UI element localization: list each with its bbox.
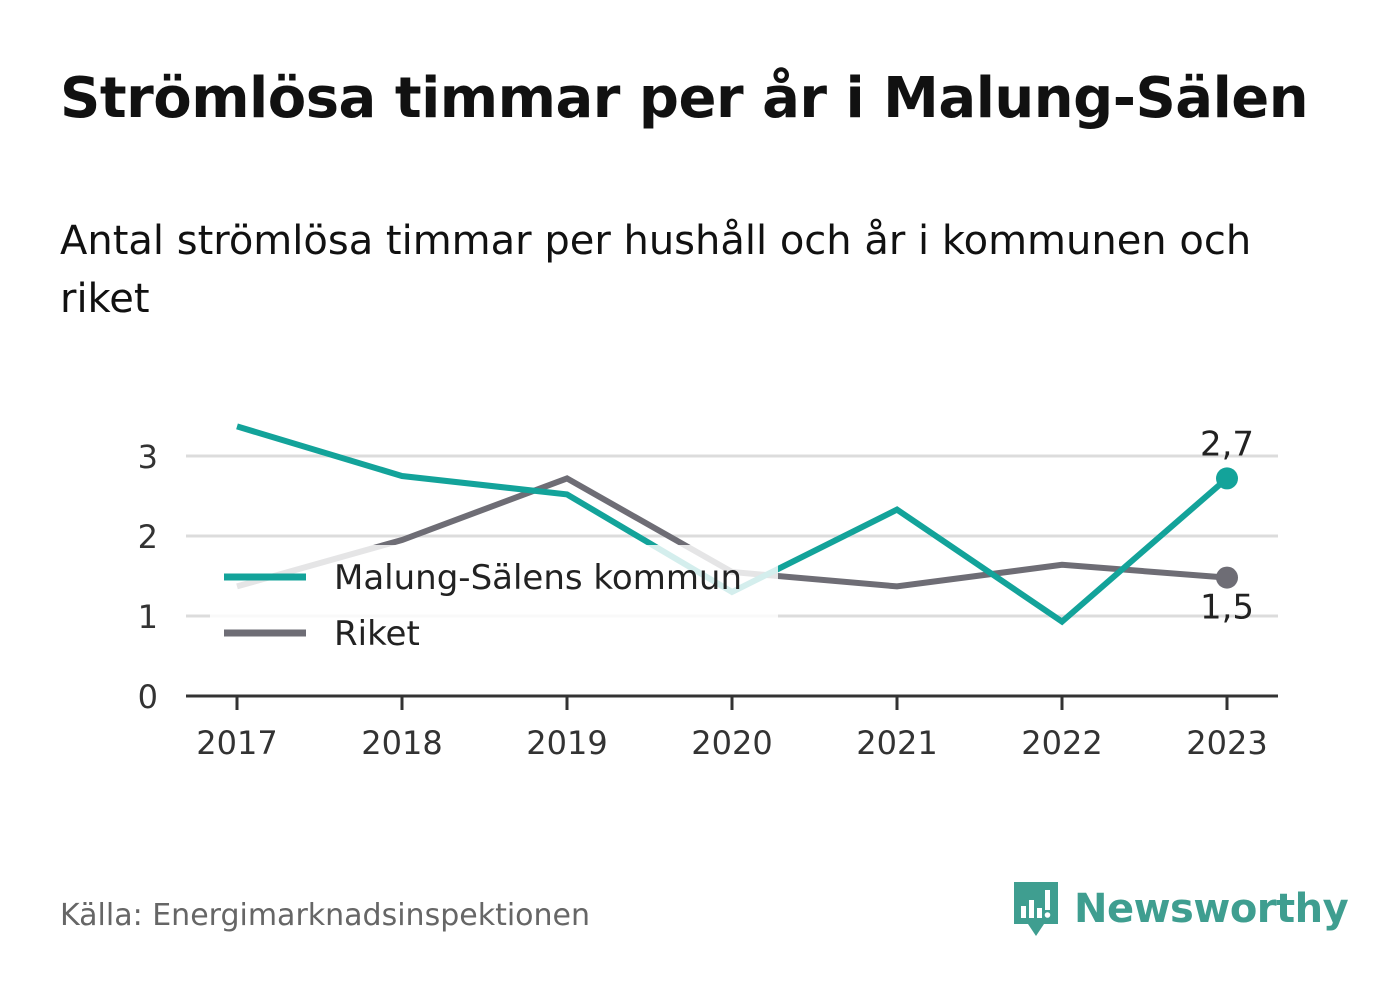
end-value-label: 2,7 — [1200, 424, 1254, 464]
end-value-label: 1,5 — [1200, 588, 1254, 628]
newsworthy-logo-icon — [1014, 882, 1058, 936]
endpoint-marker — [1216, 467, 1238, 490]
x-axis-ticks: 2017 2018 2019 2020 2021 2022 2023 — [196, 696, 1268, 762]
source-note: Källa: Energimarknadsinspektionen — [60, 898, 591, 933]
legend-label: Malung-Sälens kommun — [334, 558, 742, 598]
y-tick-label: 1 — [138, 598, 158, 636]
series-endpoints: 2,7 1,5 — [1200, 424, 1254, 627]
x-tick-label: 2023 — [1186, 724, 1267, 762]
x-tick-label: 2019 — [526, 724, 607, 762]
y-tick-label: 3 — [138, 438, 158, 476]
y-tick-label: 0 — [138, 678, 158, 716]
x-tick-label: 2020 — [691, 724, 772, 762]
y-tick-label: 2 — [138, 518, 158, 556]
x-tick-label: 2021 — [856, 724, 937, 762]
newsworthy-logo: Newsworthy — [1010, 878, 1349, 940]
x-tick-label: 2018 — [361, 724, 442, 762]
legend-label: Riket — [334, 614, 420, 654]
legend-background — [210, 545, 778, 667]
chart-subtitle: Antal strömlösa timmar per hushåll och å… — [60, 218, 1252, 322]
newsworthy-logo-text: Newsworthy — [1074, 886, 1349, 932]
y-axis-ticks: 0 1 2 3 — [138, 438, 158, 716]
chart-title: Strömlösa timmar per år i Malung-Sälen — [60, 66, 1309, 131]
legend: Malung-Sälens kommun Riket — [210, 545, 778, 667]
x-tick-label: 2017 — [196, 724, 277, 762]
x-tick-label: 2022 — [1021, 724, 1102, 762]
endpoint-marker — [1216, 566, 1238, 589]
